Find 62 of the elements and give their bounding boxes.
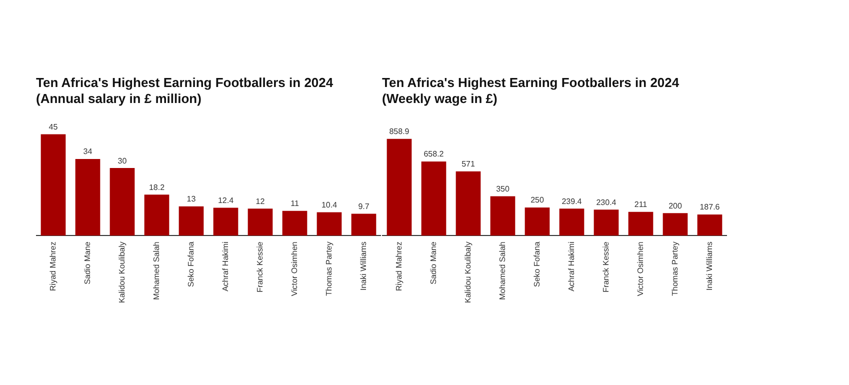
data-label: 45 [48,122,58,132]
x-tick-label: Sadio Mane [428,241,438,284]
x-tick-label: Victor Osimhen [290,242,299,296]
x-tick-label: Sadio Mane [82,241,92,284]
bar [559,208,584,236]
data-label: 30 [118,156,128,166]
data-label: 13 [186,194,196,204]
data-label: 18.2 [148,182,166,192]
data-label: 200 [668,201,682,210]
data-label: 34 [83,147,93,156]
bar [316,212,342,236]
bar [40,134,66,236]
data-label: 250 [530,196,544,205]
x-tick-label: Achraf Hakimi [220,241,230,292]
data-label: 858.9 [389,127,410,136]
bar [697,214,722,236]
x-tick-label: Kalidou Koulibaly [463,242,472,303]
x-tick-label: Kalidou Koulibaly [117,242,126,303]
bar [456,171,481,236]
data-label: 239.4 [562,196,582,206]
bar [421,161,446,236]
x-tick-label: Mohamed Salah [498,242,507,300]
data-label: 12 [256,196,266,206]
data-label: 230.4 [596,198,617,207]
x-tick-label: Achraf Hakimi [566,241,576,292]
bar [351,214,376,236]
x-tick-label: Franck Kessie [255,241,264,292]
x-tick-label: Riyad Mahrez [394,242,404,291]
data-label: 9.7 [358,202,370,211]
data-label: 187.6 [700,202,720,212]
data-label: 211 [634,200,648,210]
bar [628,212,654,236]
data-label: 11 [290,199,300,208]
x-tick-label: Inaki Williams [704,242,714,291]
bar [386,138,412,236]
x-tick-label: Inaki Williams [358,242,368,291]
bar [75,159,100,236]
data-label: 571 [462,160,476,169]
x-tick-label: Thomas Partey [670,242,680,296]
x-tick-label: Franck Kessie [601,241,610,292]
x-tick-label: Mohamed Salah [152,242,161,300]
bar [282,210,308,236]
x-tick-label: Seko Fofana [186,241,196,287]
bar [524,207,550,236]
bar [213,208,238,236]
x-tick-label: Thomas Partey [324,242,334,296]
x-tick-label: Riyad Mahrez [48,242,58,291]
data-label: 12.4 [218,196,234,205]
data-label: 350 [496,184,510,194]
bar [248,208,273,236]
x-tick-label: Seko Fofana [532,241,542,287]
bar [144,194,170,236]
bar [110,168,135,236]
x-tick-label: Victor Osimhen [636,242,645,296]
bar [662,213,688,236]
data-label: 658.2 [424,150,444,159]
bar [594,210,619,236]
chart-title: Ten Africa's Highest Earning Footballers in 2024 (Annual salary in £ million) [36,75,334,108]
chart-title: Ten Africa's Highest Earning Footballers in 2024 (Weekly wage in £) [382,75,680,108]
data-label: 10.4 [321,200,338,210]
bar [490,196,516,236]
bar [178,206,204,236]
